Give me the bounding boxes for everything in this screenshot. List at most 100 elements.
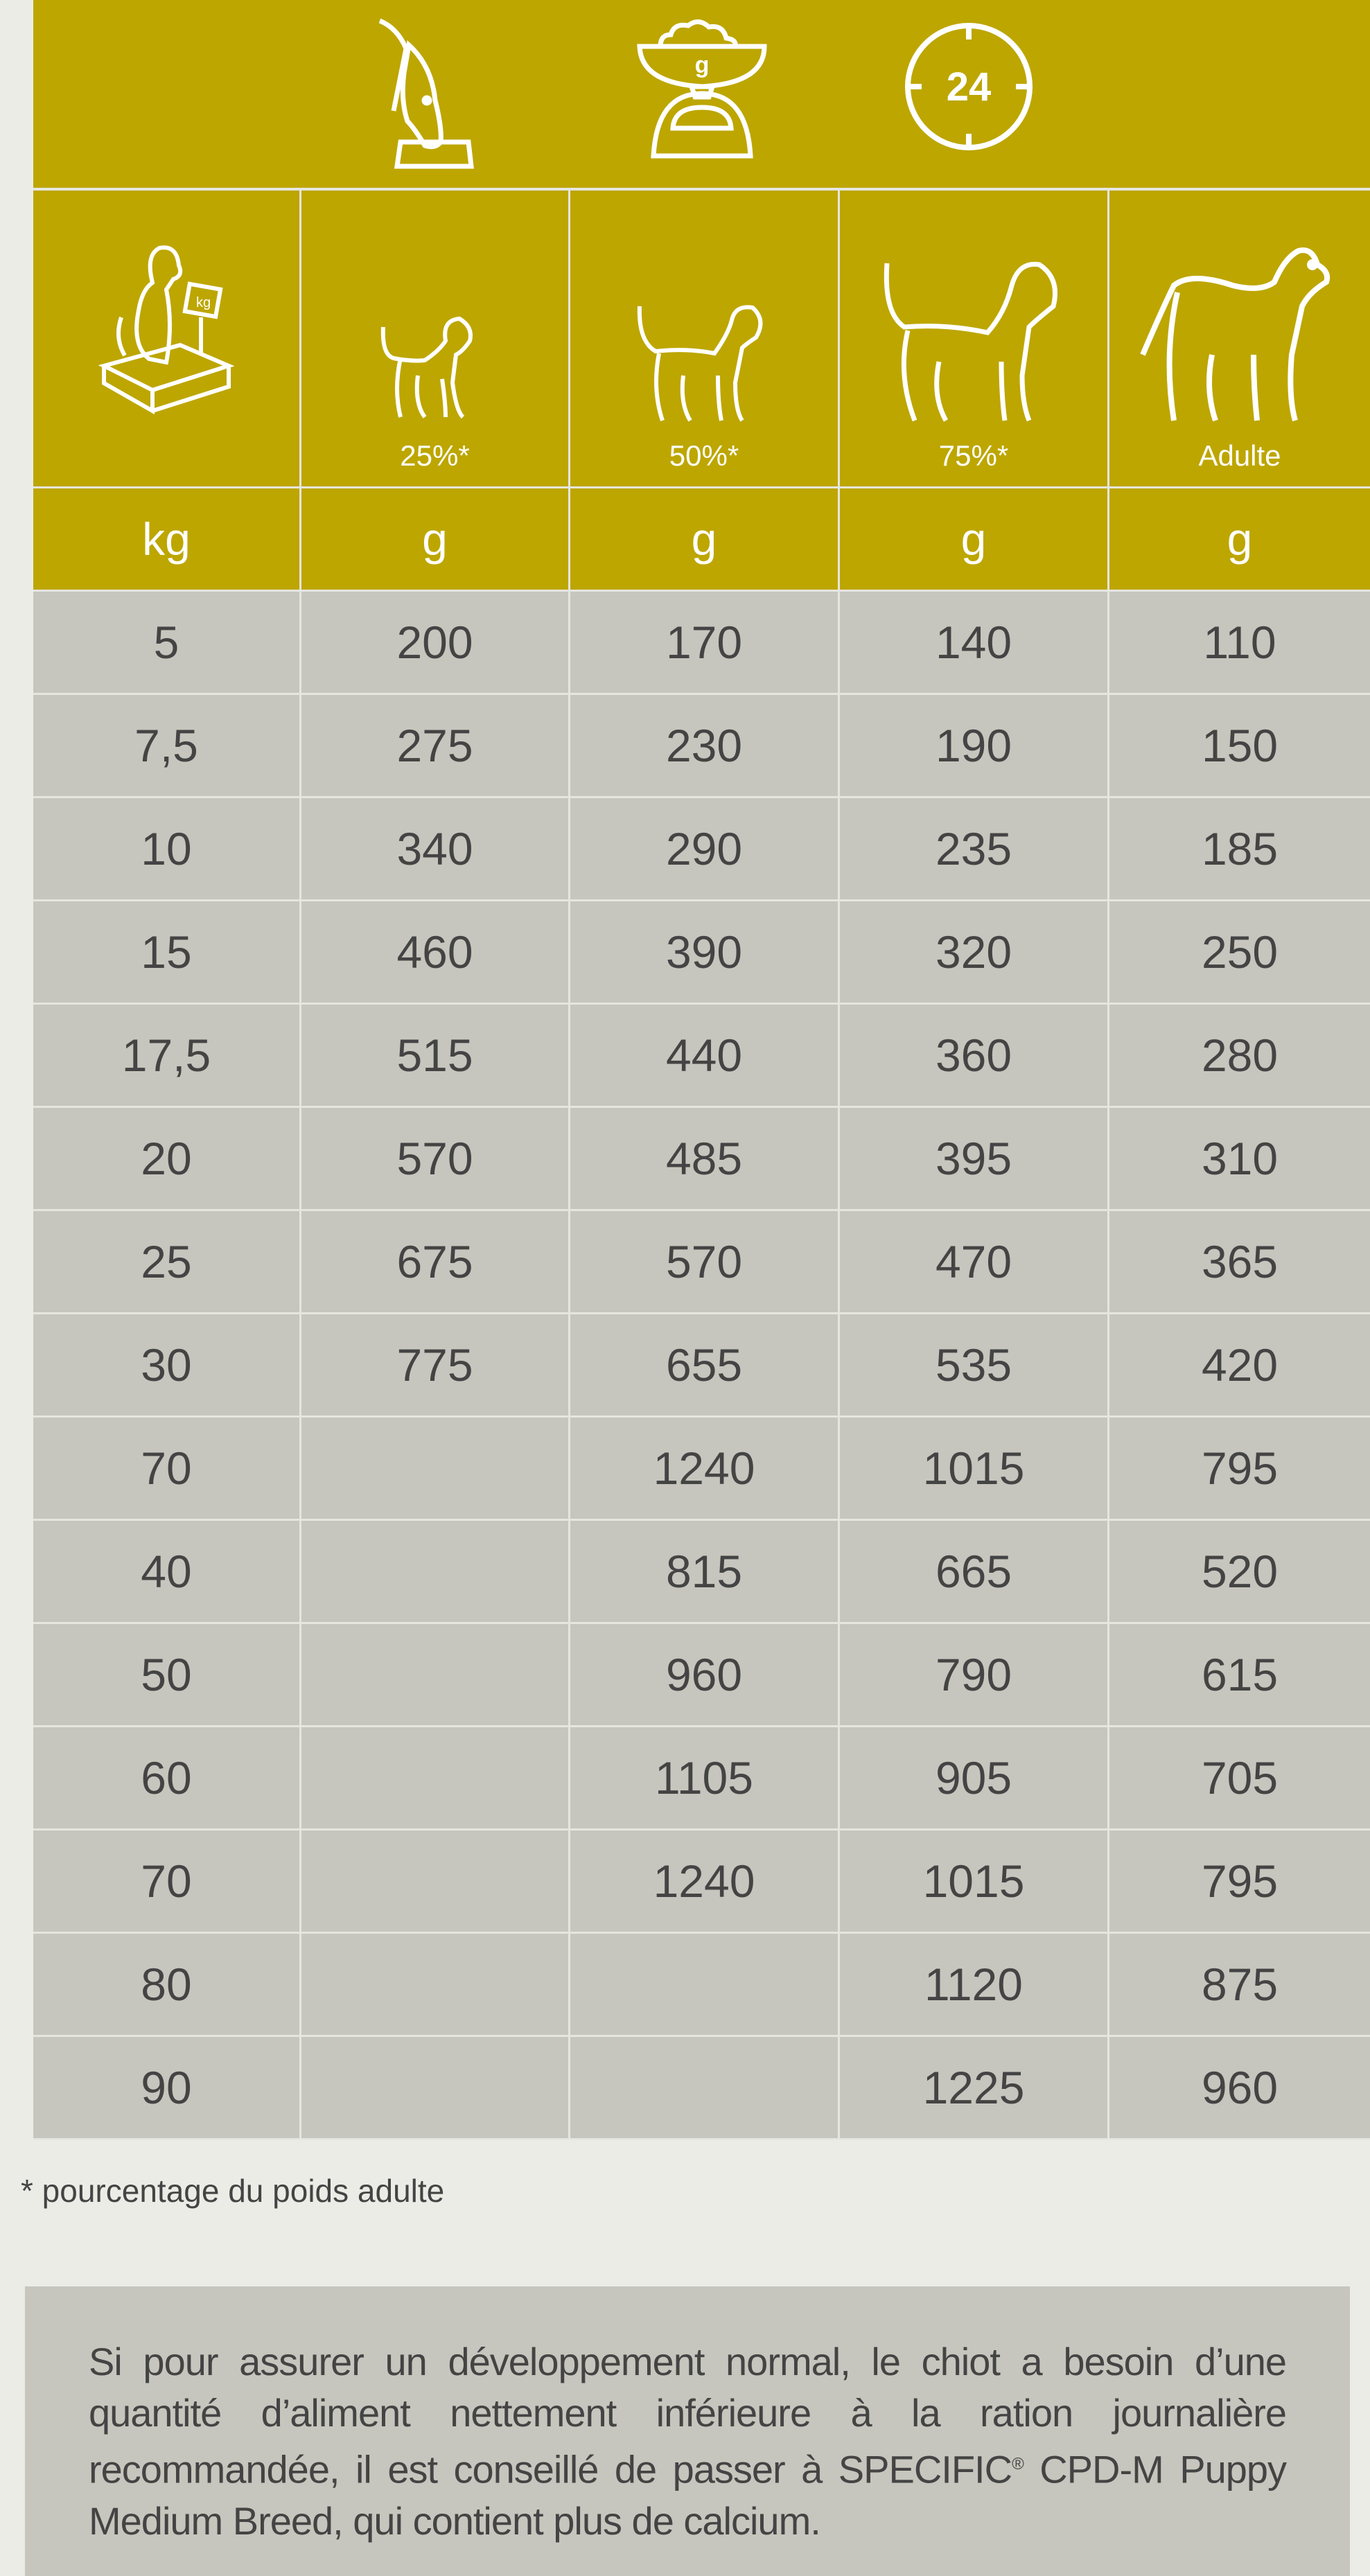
weight-cell: 60 xyxy=(33,1727,301,1830)
calcium-note-text: Si pour assurer un développement normal,… xyxy=(89,2340,1287,2543)
ration-cell: 665 xyxy=(840,1521,1109,1624)
table-row: 17,5 515 440 360 280 xyxy=(33,1005,1370,1108)
col-header-50: 50%* xyxy=(570,191,840,488)
weight-cell: 80 xyxy=(33,1934,301,2037)
ration-cell xyxy=(301,1934,570,2037)
ration-cell: 470 xyxy=(840,1211,1109,1314)
ration-cell: 795 xyxy=(1109,1418,1370,1521)
col-header-weight: kg xyxy=(33,191,301,488)
table-row: 80 1120 875 xyxy=(33,1934,1370,2037)
ration-cell: 705 xyxy=(1109,1727,1370,1830)
column-label: 25%* xyxy=(400,439,470,472)
ration-cell xyxy=(301,1418,570,1521)
weight-cell: 10 xyxy=(33,798,301,901)
weight-cell: 7,5 xyxy=(33,695,301,798)
ration-cell: 960 xyxy=(570,1624,840,1727)
ration-cell xyxy=(301,1521,570,1624)
weight-cell: 20 xyxy=(33,1108,301,1211)
ration-cell: 460 xyxy=(301,901,570,1005)
col-header-adult: Adulte xyxy=(1109,191,1370,488)
table-row: 7,5 275 230 190 150 xyxy=(33,695,1370,798)
unit-header: g xyxy=(1109,488,1370,592)
col-header-25: 25%* xyxy=(301,191,570,488)
ration-cell: 905 xyxy=(840,1727,1109,1830)
ration-cell: 1105 xyxy=(570,1727,840,1830)
adult-dog-icon xyxy=(1140,247,1331,422)
ration-cell: 320 xyxy=(840,901,1109,1005)
ration-cell: 200 xyxy=(301,592,570,695)
ration-cell: 1240 xyxy=(570,1830,840,1934)
table-row: 70 1240 1015 795 xyxy=(33,1418,1370,1521)
ration-cell: 1225 xyxy=(840,2037,1109,2140)
weight-cell: 5 xyxy=(33,592,301,695)
ration-cell: 655 xyxy=(570,1314,840,1418)
column-label: 50%* xyxy=(669,439,739,472)
unit-header: kg xyxy=(33,488,301,592)
dog-on-scale-icon: kg xyxy=(98,245,235,414)
table-row: 15 460 390 320 250 xyxy=(33,901,1370,1005)
ration-cell: 150 xyxy=(1109,695,1370,798)
table-row: 20 570 485 395 310 xyxy=(33,1108,1370,1211)
svg-text:kg: kg xyxy=(196,295,211,310)
table-row: 90 1225 960 xyxy=(33,2037,1370,2140)
ration-cell: 360 xyxy=(840,1005,1109,1108)
svg-text:g: g xyxy=(695,52,710,78)
table-row: 5 200 170 140 110 xyxy=(33,592,1370,695)
ration-cell: 190 xyxy=(840,695,1109,798)
ration-cell: 230 xyxy=(570,695,840,798)
ration-cell: 420 xyxy=(1109,1314,1370,1418)
column-label: Adulte xyxy=(1198,439,1281,472)
ration-cell: 675 xyxy=(301,1211,570,1314)
ration-cell: 310 xyxy=(1109,1108,1370,1211)
ration-cell xyxy=(301,1727,570,1830)
ration-cell: 875 xyxy=(1109,1934,1370,2037)
weight-cell: 30 xyxy=(33,1314,301,1418)
ration-cell: 280 xyxy=(1109,1005,1370,1108)
ration-cell: 440 xyxy=(570,1005,840,1108)
ration-cell: 615 xyxy=(1109,1624,1370,1727)
ration-cell: 790 xyxy=(840,1624,1109,1727)
ration-cell: 275 xyxy=(301,695,570,798)
ration-cell xyxy=(301,2037,570,2140)
dog-eating-icon xyxy=(378,18,474,169)
ration-cell: 110 xyxy=(1109,592,1370,695)
weight-cell: 25 xyxy=(33,1211,301,1314)
small-puppy-icon xyxy=(380,316,473,419)
table-row: 30 775 655 535 420 xyxy=(33,1314,1370,1418)
clock-24h-icon: 24 xyxy=(905,23,1033,150)
ration-cell: 515 xyxy=(301,1005,570,1108)
table-row: 25 675 570 470 365 xyxy=(33,1211,1370,1314)
table-row: 40 815 665 520 xyxy=(33,1521,1370,1624)
ration-cell: 520 xyxy=(1109,1521,1370,1624)
table-body: 5 200 170 140 110 7,5 275 230 190 150 10 340 290 235 1… xyxy=(33,592,1370,2140)
weight-cell: 90 xyxy=(33,2037,301,2140)
ration-cell: 170 xyxy=(570,592,840,695)
ration-cell: 535 xyxy=(840,1314,1109,1418)
ration-cell: 390 xyxy=(570,901,840,1005)
ration-cell xyxy=(570,2037,840,2140)
unit-header: g xyxy=(301,488,570,592)
ration-cell: 570 xyxy=(301,1108,570,1211)
ration-cell: 250 xyxy=(1109,901,1370,1005)
unit-header: g xyxy=(570,488,840,592)
food-scale-icon: g xyxy=(637,19,767,159)
column-label: 75%* xyxy=(938,439,1009,472)
ration-cell: 960 xyxy=(1109,2037,1370,2140)
ration-cell: 290 xyxy=(570,798,840,901)
ration-cell: 140 xyxy=(840,592,1109,695)
unit-header: g xyxy=(840,488,1109,592)
young-dog-icon xyxy=(884,261,1057,422)
ration-cell: 395 xyxy=(840,1108,1109,1211)
puppy-icon xyxy=(637,305,763,422)
weight-cell: 50 xyxy=(33,1624,301,1727)
clock-label: 24 xyxy=(947,64,992,109)
ration-cell: 1015 xyxy=(840,1830,1109,1934)
weight-cell: 15 xyxy=(33,901,301,1005)
units-row: kg g g g g xyxy=(33,488,1370,592)
ration-cell: 1120 xyxy=(840,1934,1109,2037)
weight-cell: 70 xyxy=(33,1830,301,1934)
ration-cell: 340 xyxy=(301,798,570,901)
col-header-75: 75%* xyxy=(840,191,1109,488)
ration-cell: 485 xyxy=(570,1108,840,1211)
calcium-note-box: Si pour assurer un développement normal,… xyxy=(25,2286,1350,2576)
